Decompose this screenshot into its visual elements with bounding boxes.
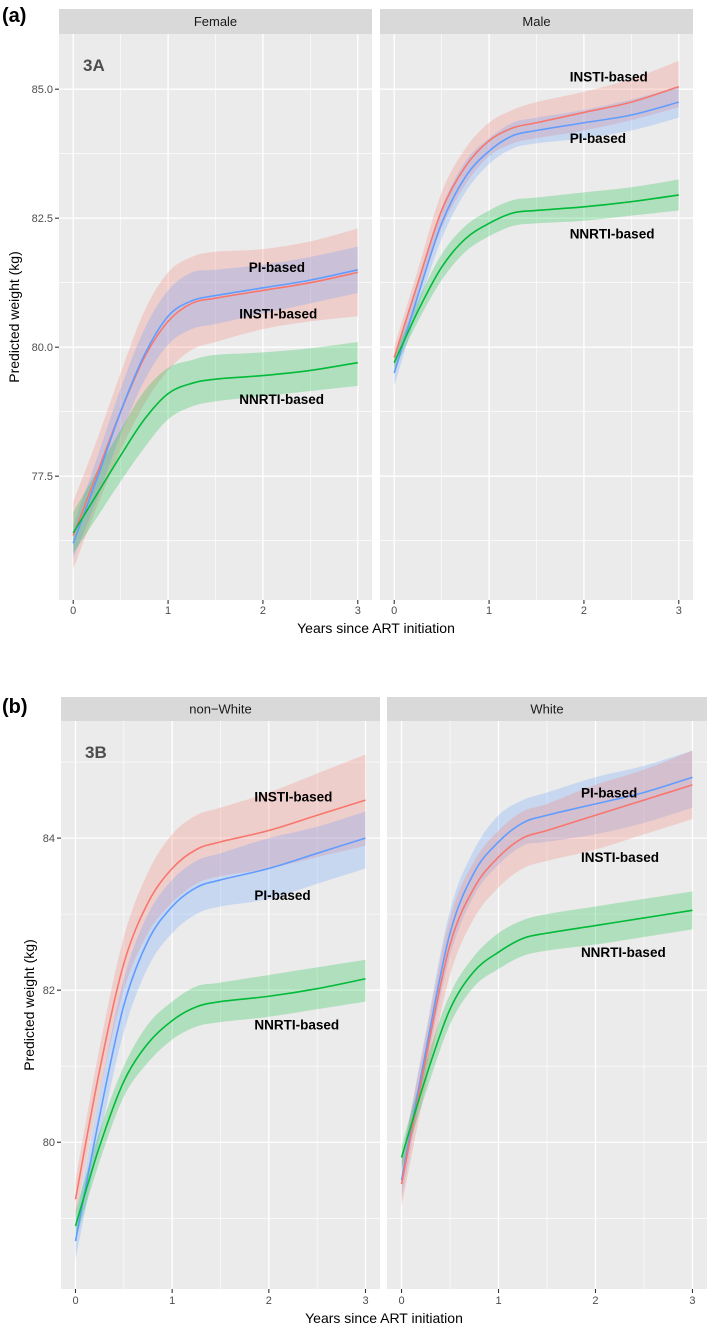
facet-strip bbox=[380, 9, 693, 34]
series-line-nnrti-based bbox=[74, 977, 366, 1227]
series-label: NNRTI-based bbox=[581, 945, 666, 960]
series-line-pi-based bbox=[393, 101, 679, 374]
y-tick-label: 82 bbox=[43, 985, 55, 997]
facet-strip-label: Female bbox=[194, 14, 237, 29]
series-line-insti-based bbox=[400, 784, 693, 1185]
x-tick-label: 1 bbox=[486, 605, 492, 617]
x-tick-label: 2 bbox=[260, 605, 266, 617]
series-line-insti-based bbox=[393, 85, 680, 358]
facet-non-white: non−White INSTI-based PI-based NNRTI-based 3… bbox=[43, 697, 380, 1307]
facet-female: Female PI-based INSTI-based NNRTI-based 3A 77… bbox=[32, 9, 372, 617]
inner-tag: 3A bbox=[83, 56, 105, 75]
series-line-nnrti-based bbox=[393, 194, 679, 363]
ci-ribbon-nnrti-based bbox=[75, 959, 366, 1242]
inner-tag: 3B bbox=[85, 743, 107, 762]
series-label: INSTI-based bbox=[239, 307, 317, 322]
y-tick-label: 80.0 bbox=[32, 342, 53, 354]
y-axis-title: Predicted weight (kg) bbox=[6, 251, 22, 383]
x-tick-label: 3 bbox=[676, 605, 682, 617]
x-tick-label: 0 bbox=[398, 1295, 404, 1307]
ci-ribbon-pi-based bbox=[73, 246, 358, 559]
x-tick-label: 3 bbox=[689, 1295, 695, 1307]
ci-ribbon-nnrti-based bbox=[394, 179, 679, 371]
series-label: PI-based bbox=[254, 888, 310, 903]
series-line-pi-based bbox=[72, 269, 358, 544]
x-tick-label: 1 bbox=[495, 1295, 501, 1307]
ci-ribbon-pi-based bbox=[394, 86, 679, 386]
y-tick-label: 84 bbox=[43, 833, 55, 845]
y-tick-label: 77.5 bbox=[32, 471, 53, 483]
ci-ribbon-insti-based bbox=[73, 228, 358, 570]
series-label: NNRTI-based bbox=[239, 392, 324, 407]
figure-panel-a: (a) Female PI-based INSTI-based NNRTI-based 3… bbox=[2, 5, 693, 636]
ci-ribbon-nnrti-based bbox=[73, 342, 358, 554]
series-line-nnrti-based bbox=[400, 909, 693, 1158]
series-label: INSTI-based bbox=[570, 69, 648, 84]
series-label: PI-based bbox=[249, 260, 305, 275]
x-tick-label: 3 bbox=[355, 605, 361, 617]
series-label: INSTI-based bbox=[581, 850, 659, 865]
figure-tag: (b) bbox=[2, 696, 28, 718]
y-axis-title: Predicted weight (kg) bbox=[21, 939, 37, 1071]
figure-panel-b: (b) non−White INSTI-based PI-based NNRTI-bas… bbox=[2, 696, 707, 1326]
facet-white: White PI-based INSTI-based NNRTI-based 0 1 2 3 bbox=[387, 697, 707, 1307]
series-line-pi-based bbox=[74, 837, 366, 1242]
y-tick-label: 85.0 bbox=[32, 84, 53, 96]
ci-ribbon-pi-based bbox=[75, 811, 366, 1261]
ci-ribbon-insti-based bbox=[401, 750, 693, 1207]
facet-strip bbox=[61, 697, 380, 721]
facet-strip bbox=[59, 9, 372, 34]
series-label: NNRTI-based bbox=[254, 1017, 339, 1032]
facet-strip-label: Male bbox=[522, 14, 550, 29]
facet-strip-label: non−White bbox=[189, 702, 252, 717]
figure-tag: (a) bbox=[2, 5, 26, 27]
series-label: PI-based bbox=[581, 785, 637, 800]
ci-ribbon-nnrti-based bbox=[401, 891, 693, 1169]
series-line-pi-based bbox=[400, 776, 693, 1181]
y-tick-label: 82.5 bbox=[32, 213, 53, 225]
y-tick-label: 80 bbox=[43, 1137, 55, 1149]
x-tick-label: 3 bbox=[362, 1295, 368, 1307]
x-tick-label: 2 bbox=[592, 1295, 598, 1307]
series-line-insti-based bbox=[72, 271, 358, 536]
ci-ribbon-insti-based bbox=[75, 754, 366, 1219]
series-line-nnrti-based bbox=[72, 361, 358, 534]
x-axis-title: Years since ART initiation bbox=[305, 1310, 463, 1326]
series-line-insti-based bbox=[74, 799, 366, 1200]
x-tick-label: 0 bbox=[391, 605, 397, 617]
facet-strip-label: White bbox=[530, 702, 563, 717]
x-tick-label: 0 bbox=[70, 605, 76, 617]
ci-ribbon-pi-based bbox=[401, 750, 693, 1200]
x-tick-label: 1 bbox=[169, 1295, 175, 1307]
x-tick-label: 0 bbox=[72, 1295, 78, 1307]
series-label: NNRTI-based bbox=[570, 227, 655, 242]
x-tick-label: 2 bbox=[266, 1295, 272, 1307]
x-tick-label: 2 bbox=[581, 605, 587, 617]
facet-male: Male INSTI-based PI-based NNRTI-based 0 1 2 3 bbox=[380, 9, 693, 617]
x-tick-label: 1 bbox=[165, 605, 171, 617]
series-label: PI-based bbox=[570, 131, 626, 146]
series-label: INSTI-based bbox=[254, 789, 332, 804]
x-axis-title: Years since ART initiation bbox=[297, 620, 455, 636]
facet-strip bbox=[387, 697, 707, 721]
